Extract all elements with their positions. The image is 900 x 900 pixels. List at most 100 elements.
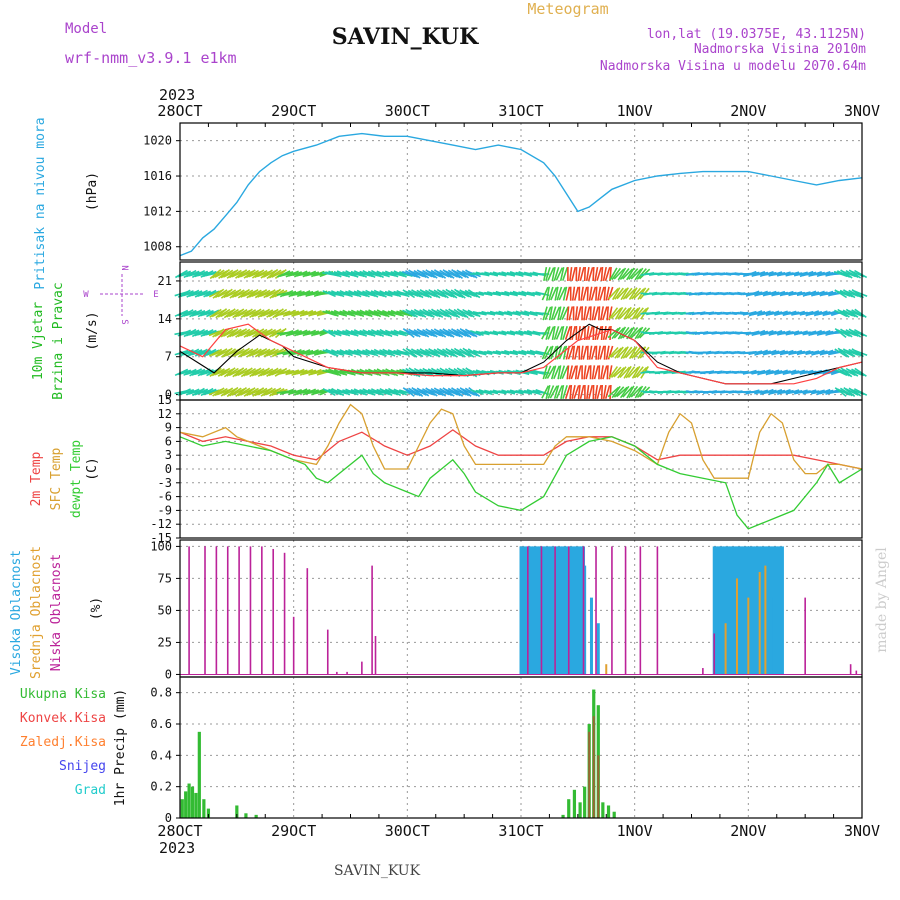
wind-barb [424, 309, 439, 317]
wind-barb [551, 266, 556, 282]
wind-barb [461, 388, 476, 396]
high-cloud-bar [546, 546, 550, 675]
wind-barb [191, 387, 205, 397]
wind-barb [625, 366, 636, 379]
wind-barb [183, 368, 197, 376]
total-precip-bar [187, 783, 191, 818]
wind-barb [453, 368, 467, 377]
conv-precip-bar [588, 731, 591, 818]
wind-barb [622, 287, 633, 300]
wind-barb [209, 268, 222, 280]
wind-barb [633, 288, 645, 300]
wind-barb [234, 309, 248, 318]
wind-barb [436, 329, 450, 337]
wind-barb [620, 346, 629, 360]
wind-barb [268, 368, 282, 377]
wind-barb [274, 268, 287, 280]
high-cloud-bar [575, 546, 579, 675]
wind-barb [600, 365, 604, 380]
wind-barb [416, 269, 430, 279]
wind-barb [631, 306, 641, 320]
wind-barb [611, 385, 621, 399]
wind-barb [453, 329, 467, 337]
wind-barb [254, 289, 268, 299]
x-tick-label-top: 29OCT [271, 102, 316, 120]
mid-cloud-bar [605, 664, 608, 675]
wind-barb [445, 288, 458, 299]
wind-barb [453, 288, 466, 299]
wind-barb [456, 328, 470, 338]
wind-barb [427, 270, 442, 278]
low-cloud-bar [283, 552, 286, 675]
wind-barb [288, 290, 302, 298]
wind-barb [599, 286, 605, 301]
wind-barb [619, 366, 631, 379]
wind-barb [604, 385, 611, 399]
y-tick-label: 15 [158, 393, 172, 407]
wind-barb [262, 328, 277, 338]
wind-barb [404, 329, 419, 337]
y-tick-label: 1012 [143, 204, 172, 218]
legend-label: Ukupna Kisa [20, 687, 106, 702]
wind-barb [214, 289, 228, 299]
x-tick-label-top: 3NOV [844, 102, 880, 120]
wind-barb [600, 306, 604, 321]
wind-barb [546, 286, 550, 301]
wind-barb [431, 308, 444, 319]
wind-barb [251, 269, 265, 279]
high-cloud-bar [583, 565, 587, 675]
wind-barb [582, 345, 588, 360]
wind-barb [845, 308, 859, 318]
wind-barb [186, 348, 200, 357]
wind-barb [442, 387, 455, 397]
high-cloud-bar [737, 546, 741, 675]
wind-barb [436, 347, 449, 358]
wind-barb [834, 289, 848, 299]
wind-barb [422, 308, 435, 318]
wind-barb [203, 348, 217, 357]
wind-barb [433, 328, 447, 338]
high-cloud-bar [716, 546, 720, 675]
wind-barb [444, 388, 459, 396]
low-cloud-bar [361, 661, 363, 675]
total-precip-bar [190, 786, 195, 818]
wind-barb [408, 328, 421, 338]
x-tick-label-top: 1NOV [617, 102, 653, 120]
gust-line [179, 323, 863, 385]
wind-barb [174, 309, 189, 317]
model-label: Model [65, 21, 107, 37]
x-tick-label-bottom: 31OCT [498, 822, 543, 840]
high-cloud-bar [571, 546, 575, 675]
wind-barb [191, 269, 206, 279]
wind-barb [608, 307, 619, 320]
wind-barb [260, 269, 273, 279]
wind-barb [373, 309, 388, 317]
side-label: Brzina i Pravac [51, 282, 66, 399]
altitude-label: Nadmorska Visina 2010m [694, 42, 866, 57]
total-precip-bar [578, 802, 582, 818]
wind-barb [574, 345, 579, 360]
wind-barb [597, 345, 601, 360]
wind-barb [556, 286, 563, 301]
x-tick-label-bottom: 3NOV [844, 822, 880, 840]
wind-barb [610, 347, 623, 358]
wind-barb [220, 347, 233, 358]
low-cloud-bar [554, 546, 556, 675]
high-cloud-bar [731, 546, 735, 675]
wind-barb [407, 348, 422, 357]
wind-barb [425, 328, 438, 338]
wind-barb [252, 387, 265, 397]
y-tick-label: -12 [150, 517, 172, 531]
wind-barb [604, 326, 611, 340]
high-cloud-bar [718, 546, 722, 675]
wind-barb [622, 268, 634, 280]
wind-barb [541, 326, 550, 340]
wind-barb [282, 309, 297, 318]
x-tick-label-bottom: 30OCT [385, 822, 430, 840]
y-tick-label: 0.6 [150, 717, 172, 731]
wind-barb [404, 388, 419, 396]
panel-frame [179, 399, 863, 539]
wind-barb [611, 267, 622, 281]
wind-barb [411, 289, 424, 299]
wind-barb [451, 328, 464, 338]
